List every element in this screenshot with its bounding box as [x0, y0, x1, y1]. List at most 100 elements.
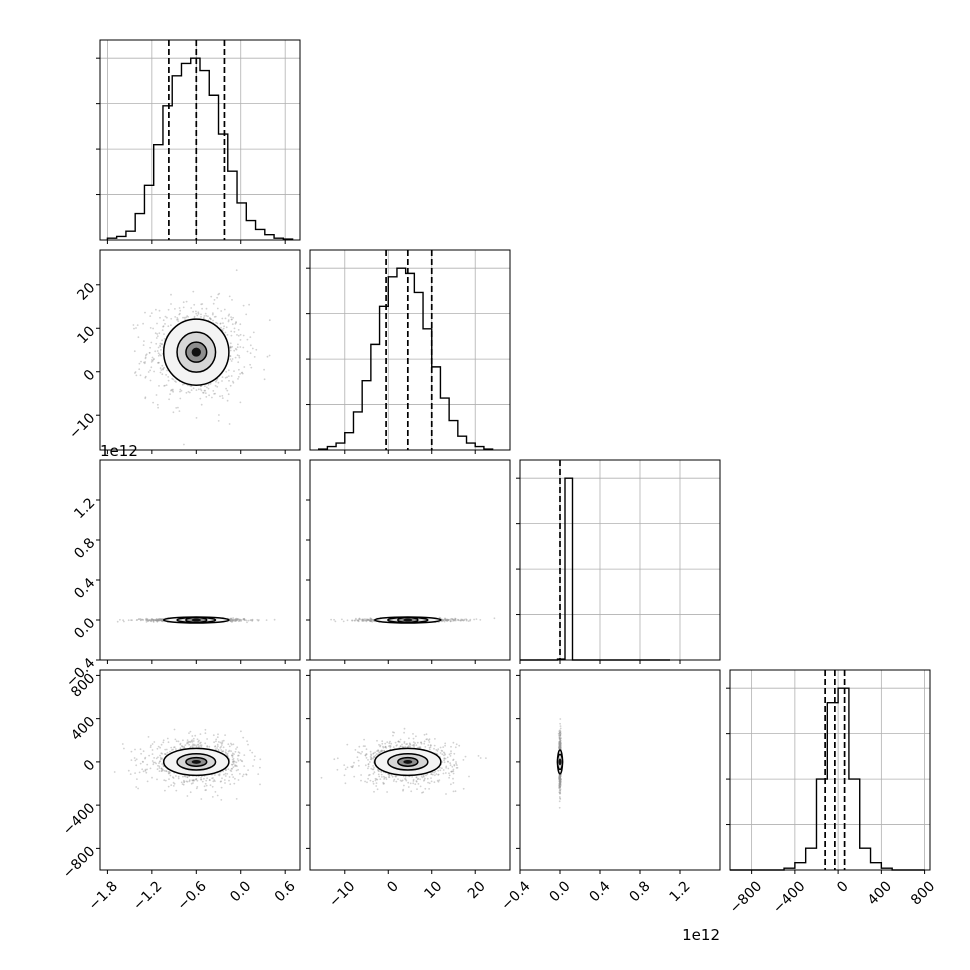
- scatter-point: [138, 771, 141, 774]
- scatter-point: [221, 376, 224, 378]
- scatter-point: [239, 373, 242, 375]
- scatter-point: [224, 317, 227, 320]
- scatter-point: [447, 767, 450, 770]
- scatter-point: [559, 781, 562, 784]
- scatter-point: [372, 772, 375, 775]
- scatter-point: [372, 765, 374, 767]
- scatter-point: [165, 748, 168, 751]
- scatter-point: [421, 791, 423, 794]
- scatter-point: [383, 775, 385, 778]
- scatter-point: [156, 322, 158, 325]
- scatter-point: [444, 757, 447, 760]
- scatter-point: [468, 775, 470, 778]
- scatter-point: [382, 745, 384, 748]
- scatter-point: [372, 768, 375, 771]
- scatter-point: [158, 332, 161, 335]
- scatter-point: [415, 780, 418, 782]
- scatter-point: [403, 784, 405, 787]
- scatter-point: [197, 388, 200, 391]
- scatter-point: [239, 620, 241, 622]
- scatter-point: [131, 619, 133, 622]
- scatter-point: [152, 619, 155, 622]
- scatter-point: [457, 619, 460, 621]
- scatter-point: [219, 746, 222, 749]
- scatter-point: [133, 757, 136, 759]
- scatter-point: [213, 779, 216, 781]
- scatter-point: [204, 789, 207, 792]
- scatter-point: [150, 361, 153, 363]
- scatter-point: [173, 782, 176, 785]
- scatter-point: [162, 319, 165, 322]
- scatter-point: [167, 379, 170, 382]
- scatter-point: [231, 756, 234, 758]
- scatter-point: [157, 619, 160, 622]
- scatter-point: [155, 394, 158, 396]
- scatter-point: [367, 759, 369, 761]
- scatter-point: [217, 293, 220, 296]
- scatter-point: [160, 618, 163, 620]
- scatter-point: [443, 754, 445, 757]
- scatter-point: [217, 749, 220, 751]
- scatter-point: [230, 743, 233, 746]
- scatter-point: [204, 392, 207, 394]
- scatter-point: [216, 296, 219, 299]
- scatter-point: [187, 741, 190, 743]
- scatter-point: [559, 725, 562, 727]
- scatter-point: [247, 619, 250, 622]
- scatter-point: [167, 308, 170, 311]
- scatter-point: [558, 744, 561, 747]
- scatter-point: [403, 740, 406, 743]
- scatter-point: [163, 366, 165, 369]
- scatter-point: [152, 620, 155, 623]
- scatter-point: [433, 744, 436, 747]
- scatter-point: [147, 620, 150, 622]
- scatter-point: [425, 774, 427, 777]
- scatter-point: [357, 619, 360, 622]
- scatter-point: [385, 747, 388, 749]
- scatter-point: [371, 620, 374, 623]
- scatter-point: [379, 751, 381, 754]
- scatter-point: [422, 791, 425, 794]
- scatter-point: [235, 748, 237, 750]
- scatter-point: [207, 315, 209, 318]
- scatter-point: [439, 766, 441, 769]
- scatter-point: [461, 619, 464, 621]
- scatter-point: [420, 742, 423, 745]
- scatter-point: [427, 744, 430, 746]
- histogram-steps: [106, 57, 294, 240]
- scatter-point: [157, 352, 160, 355]
- scatter-point: [235, 348, 238, 351]
- scatter-point: [252, 765, 254, 767]
- scatter-point: [214, 791, 217, 793]
- scatter-point: [559, 744, 561, 747]
- scatter-point: [236, 765, 238, 768]
- scatter-point: [441, 753, 444, 756]
- scatter-point: [559, 774, 562, 776]
- scatter-point: [320, 776, 323, 779]
- scatter-point: [361, 620, 364, 622]
- scatter-point: [199, 733, 202, 735]
- scatter-point: [451, 618, 454, 620]
- scatter-point: [182, 775, 184, 778]
- scatter-point: [144, 375, 147, 378]
- scatter-point: [163, 333, 165, 335]
- scatter-point: [159, 618, 161, 621]
- scatter-point: [446, 619, 449, 622]
- scatter-point: [195, 310, 197, 313]
- scatter-point: [152, 619, 155, 621]
- scatter-point: [433, 771, 436, 774]
- scatter-point: [416, 788, 418, 790]
- scatter-point: [382, 783, 385, 785]
- scatter-point: [439, 752, 442, 754]
- density-panel-2-3: [516, 669, 721, 874]
- scatter-point: [224, 331, 227, 334]
- scatter-point: [374, 777, 377, 780]
- scatter-point: [157, 406, 160, 409]
- scatter-point: [158, 765, 161, 768]
- scatter-point: [462, 787, 465, 790]
- scatter-point: [559, 735, 562, 738]
- scatter-point: [188, 740, 191, 743]
- scatter-point: [146, 768, 148, 771]
- scatter-point: [446, 620, 448, 622]
- scatter-point: [113, 771, 116, 773]
